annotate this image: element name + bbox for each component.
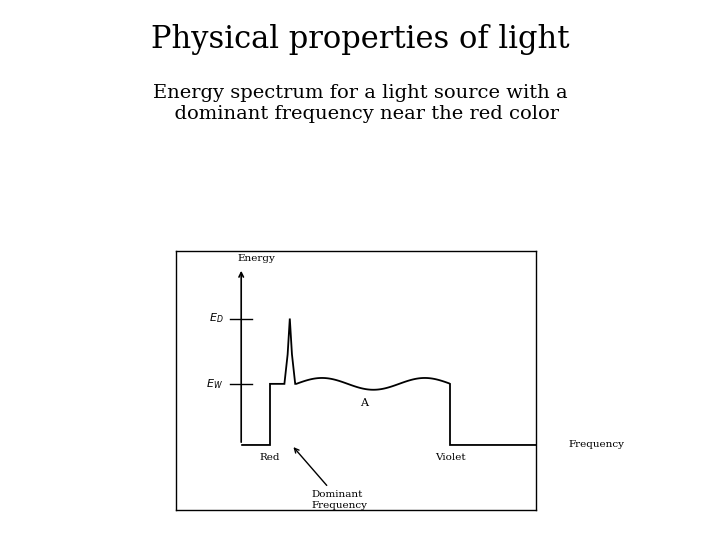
Text: A: A	[361, 398, 369, 408]
Text: dominant frequency near the red color: dominant frequency near the red color	[161, 105, 559, 123]
Text: Energy spectrum for a light source with a: Energy spectrum for a light source with …	[153, 84, 567, 102]
Text: Energy: Energy	[238, 254, 276, 262]
Text: Violet: Violet	[435, 454, 465, 462]
Text: $E_D$: $E_D$	[209, 312, 223, 326]
Text: Dominant
Frequency: Dominant Frequency	[294, 448, 367, 510]
Text: Red: Red	[260, 454, 280, 462]
Text: Frequency: Frequency	[569, 441, 625, 449]
Text: $E_W$: $E_W$	[206, 377, 223, 391]
Text: Physical properties of light: Physical properties of light	[150, 24, 570, 55]
